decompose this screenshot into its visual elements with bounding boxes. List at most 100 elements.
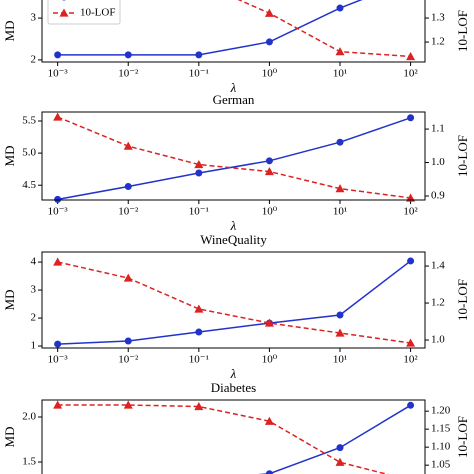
x-tick-label: 10²	[403, 206, 418, 218]
x-tick-label: 10⁰	[262, 68, 278, 80]
y-tick-label: 2	[31, 53, 37, 65]
point	[335, 47, 345, 56]
y-axis-label: MD	[2, 21, 17, 42]
legend-label: 10-LOF	[80, 7, 115, 19]
y2-tick-label: 1.20	[431, 405, 451, 417]
x-axis-label: λ	[230, 218, 237, 233]
point	[335, 184, 345, 193]
point	[123, 400, 133, 409]
legend-box	[47, 0, 121, 25]
legend-marker	[62, 0, 66, 1]
y2-tick-label: 1.2	[431, 36, 445, 48]
point	[336, 311, 344, 319]
point	[124, 337, 132, 345]
series-line	[57, 116, 411, 199]
plot-frame	[41, 251, 426, 349]
series-line	[57, 0, 363, 56]
point	[407, 401, 415, 409]
x-tick-label: 10⁰	[262, 354, 278, 366]
x-tick-label: 10⁰	[262, 206, 278, 218]
y2-tick-label: 1.0	[431, 156, 445, 168]
series-line	[257, 404, 411, 474]
panel: Diabetes 1.5 2.0 1.05 1.10 1.15 1.20 MD 10-LOF	[2, 380, 470, 474]
y-tick-label: 1	[31, 340, 37, 352]
x-tick-label: 10²	[403, 68, 418, 80]
plot-frame	[41, 0, 426, 63]
panel-title: German	[213, 92, 255, 107]
y2-tick-label: 1.05	[431, 459, 451, 471]
y-axis-label: MD	[2, 290, 17, 311]
x-tick-label: 10⁻²	[118, 68, 139, 80]
legend-marker	[59, 8, 69, 17]
x-tick-label: 10⁻³	[48, 206, 69, 218]
x-tick-label: 10⁻¹	[189, 354, 209, 366]
panel: WineQuality 10⁻³ 10⁻² 10⁻¹ 10⁰ 10¹ 10² λ 1 2 3 4 1.0…	[2, 232, 470, 381]
point	[54, 51, 62, 59]
y2-tick-label: 1.2	[431, 297, 445, 309]
panel-title: Diabetes	[211, 380, 256, 395]
panel: 10⁻³ 10⁻² 10⁻¹ 10⁰ 10¹ 10² λ 2 3 1.2 1.3 MD 10-LOF MD…	[2, 0, 470, 95]
y2-tick-label: 1.3	[431, 12, 445, 24]
point	[194, 160, 204, 169]
x-tick-label: 10¹	[333, 354, 347, 366]
point	[264, 8, 274, 17]
point	[195, 328, 203, 336]
y2-axis-label: 10-LOF	[455, 10, 470, 52]
plot-frame	[41, 111, 426, 201]
y-axis-label: MD	[2, 427, 17, 448]
legend-label: MD	[80, 0, 98, 3]
y-tick-label: 2	[31, 312, 37, 324]
series-line	[57, 117, 411, 201]
y2-tick-label: 1.0	[431, 334, 445, 346]
y-tick-label: 5.5	[22, 115, 36, 127]
point	[406, 51, 416, 61]
point	[264, 167, 274, 176]
point	[194, 401, 204, 411]
point	[54, 340, 62, 348]
series-line	[57, 404, 390, 474]
point	[336, 138, 344, 146]
point	[53, 257, 63, 266]
y2-tick-label: 0.9	[431, 190, 445, 202]
point	[264, 416, 274, 425]
point	[336, 444, 344, 452]
point	[407, 257, 415, 265]
x-tick-label: 10⁻¹	[189, 206, 209, 218]
point	[123, 141, 133, 150]
point	[407, 114, 415, 122]
point	[195, 169, 203, 177]
y-axis-label: MD	[2, 146, 17, 167]
point	[265, 157, 273, 165]
point	[194, 304, 204, 313]
point	[195, 51, 203, 59]
x-tick-label: 10¹	[333, 206, 347, 218]
plot-frame	[41, 399, 426, 474]
point	[54, 195, 62, 203]
series-line	[57, 261, 411, 344]
point	[265, 38, 273, 46]
point	[335, 328, 345, 337]
y-tick-label: 1.5	[22, 456, 36, 468]
point	[123, 273, 133, 282]
point	[124, 183, 132, 191]
y2-tick-label: 1.1	[431, 123, 445, 135]
point	[53, 400, 63, 409]
y-tick-label: 5.0	[22, 147, 36, 159]
point	[53, 112, 63, 121]
point	[336, 4, 344, 12]
point	[335, 457, 345, 466]
point	[265, 470, 273, 474]
x-axis-label: λ	[230, 366, 237, 381]
x-tick-label: 10¹	[333, 68, 347, 80]
point	[124, 51, 132, 59]
y-tick-label: 3	[31, 284, 37, 296]
point	[264, 318, 274, 327]
panel: German 10⁻³ 10⁻² 10⁻¹ 10⁰ 10¹ 10² λ 4.5 5.0 5.5 0.9…	[2, 92, 470, 233]
point	[406, 338, 416, 347]
y2-axis-label: 10-LOF	[455, 135, 470, 177]
x-tick-label: 10⁻²	[118, 354, 139, 366]
panel-title: WineQuality	[200, 232, 267, 247]
y-tick-label: 3	[31, 12, 37, 24]
